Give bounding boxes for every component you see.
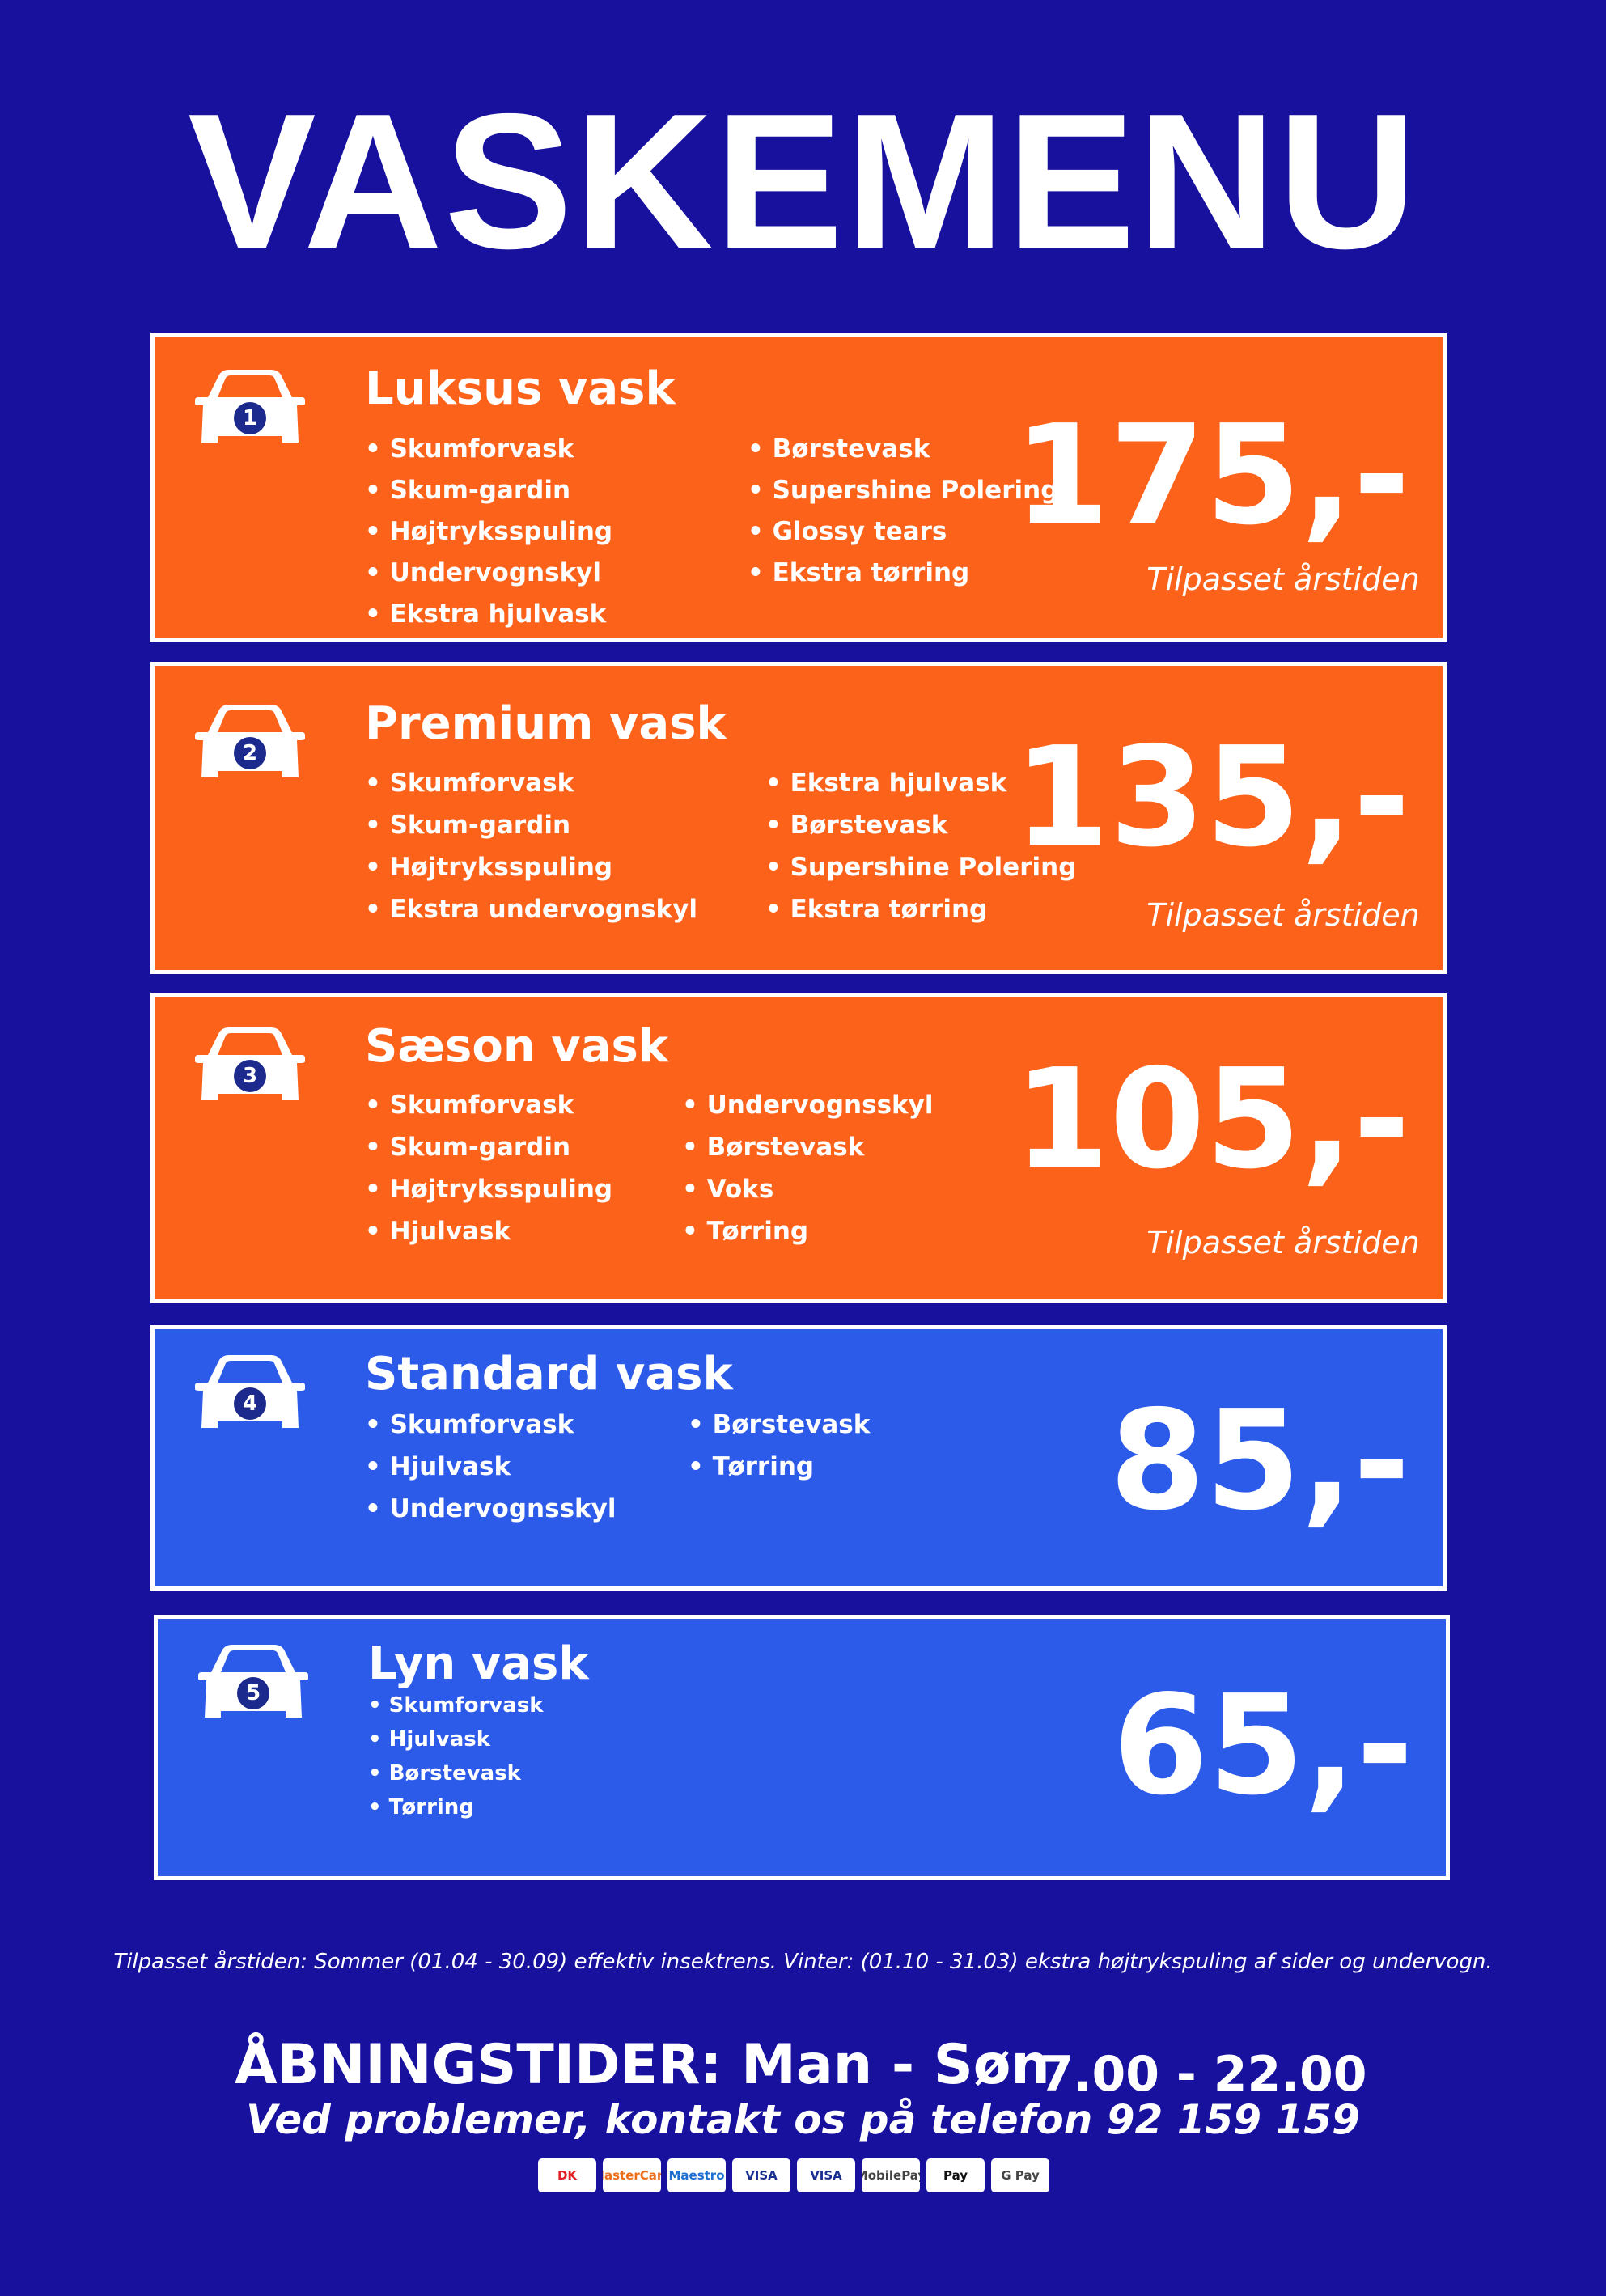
payment-logo: Pay	[926, 2158, 985, 2192]
feature: • Skumforvask	[365, 769, 574, 798]
feature: • Børstevask	[748, 434, 930, 464]
contact: Ved problemer, kontakt os på telefon 92 …	[246, 2096, 1360, 2143]
feature: • Skum-gardin	[365, 811, 571, 840]
price: 65,-	[1112, 1666, 1413, 1826]
car-icon: 5	[198, 1645, 308, 1718]
wash-number: 2	[243, 741, 257, 765]
price: 105,-	[1014, 1040, 1410, 1200]
feature: • Ekstra hjulvask	[765, 769, 1007, 798]
payment-name: DK	[557, 2168, 578, 2183]
feature: • Ekstra tørring	[748, 558, 970, 587]
wash-card: 4 Standard vask • Skumforvask • Hjulvask • U…	[150, 1325, 1447, 1591]
feature: • Skumforvask	[365, 1091, 574, 1120]
feature: • Tørring	[682, 1217, 809, 1246]
feature: • Undervognsskyl	[682, 1091, 934, 1120]
payment-name: VISA	[745, 2168, 778, 2183]
title: VASKEMENU	[187, 74, 1419, 289]
wash-card: 5 Lyn vask • Skumforvask • Hjulvask • Børste…	[154, 1615, 1450, 1880]
feature: • Hjulvask	[365, 1217, 511, 1246]
car-icon: 3	[195, 1027, 305, 1100]
payment-methods: DK MasterCard Maestro VISA VISA MobilePay Pay G…	[538, 2158, 1049, 2192]
price: 85,-	[1109, 1381, 1410, 1541]
wash-card: 1 Luksus vask • Skumforvask • Skum-gardin • …	[150, 333, 1447, 642]
car-icon: 1	[195, 370, 305, 443]
number-circle	[234, 737, 266, 769]
car-window	[218, 375, 282, 397]
wash-name: Lyn vask	[368, 1637, 589, 1690]
feature: • Højtryksspuling	[365, 517, 613, 546]
car-icon: 4	[195, 1355, 305, 1428]
payment-name: G Pay	[1001, 2168, 1040, 2183]
wash-card: 3 Sæson vask • Skumforvask • Skum-gardin • H…	[150, 993, 1447, 1303]
feature: • Skumforvask	[365, 434, 574, 464]
price: 175,-	[1014, 396, 1410, 556]
payment-name: Maestro	[668, 2168, 725, 2183]
payment-logo: MasterCard	[603, 2158, 661, 2192]
payment-name: VISA	[810, 2168, 842, 2183]
payment-logo: G Pay	[991, 2158, 1049, 2192]
wash-number: 3	[243, 1064, 257, 1088]
feature: • Skum-gardin	[365, 476, 571, 505]
payment-name: MasterCard	[603, 2168, 661, 2183]
payment-logo: VISA	[797, 2158, 855, 2192]
payment-logo: DK	[538, 2158, 596, 2192]
car-window	[218, 1361, 282, 1383]
feature: • Tørring	[688, 1452, 815, 1481]
feature: • Skumforvask	[365, 1410, 574, 1439]
feature: • Ekstra hjulvask	[365, 599, 607, 629]
season-note: Tilpasset årstiden: Sommer (01.04 - 30.0…	[113, 1950, 1493, 1974]
feature: • Hjulvask	[365, 1452, 511, 1481]
feature: • Børstevask	[688, 1410, 871, 1439]
feature: • Undervognsskyl	[365, 1494, 617, 1523]
wash-number: 1	[243, 406, 257, 430]
feature: • Hjulvask	[368, 1727, 491, 1752]
wash-number: 5	[246, 1681, 261, 1705]
car-icon: 2	[195, 705, 305, 777]
feature: • Supershine Polering	[765, 853, 1077, 882]
wash-name: Standard vask	[365, 1348, 733, 1400]
feature: • Skum-gardin	[365, 1133, 571, 1162]
feature: • Glossy tears	[748, 517, 947, 546]
feature: • Højtryksspuling	[365, 1175, 613, 1204]
price-note: Tilpasset årstiden	[1146, 1225, 1420, 1260]
price-note: Tilpasset årstiden	[1146, 897, 1420, 933]
feature: • Voks	[682, 1175, 774, 1204]
payment-name: MobilePay	[862, 2168, 920, 2183]
car-window	[218, 1033, 282, 1055]
wash-name: Luksus vask	[365, 362, 676, 415]
feature: • Skumforvask	[368, 1693, 544, 1718]
wash-name: Sæson vask	[365, 1020, 669, 1073]
payment-name: Pay	[943, 2168, 968, 2183]
feature: • Ekstra tørring	[765, 895, 988, 924]
feature: • Tørring	[368, 1795, 474, 1819]
car-window	[221, 1650, 286, 1672]
payment-logo: VISA	[732, 2158, 790, 2192]
price: 135,-	[1014, 718, 1410, 878]
feature: • Børstevask	[682, 1133, 865, 1162]
opening-label: ÅBNINGSTIDER: Man - Søn	[235, 2033, 1050, 2097]
payment-logo: Maestro	[667, 2158, 726, 2192]
price-note: Tilpasset årstiden	[1146, 561, 1420, 597]
opening-hours: 7.00 - 22.00	[1040, 2046, 1367, 2103]
number-circle	[234, 1060, 266, 1092]
payment-logo: MobilePay	[862, 2158, 920, 2192]
feature: • Børstevask	[368, 1761, 521, 1786]
number-circle	[237, 1677, 269, 1709]
number-circle	[234, 402, 266, 434]
car-window	[218, 710, 282, 732]
feature: • Børstevask	[765, 811, 948, 840]
feature: • Højtryksspuling	[365, 853, 613, 882]
number-circle	[234, 1387, 266, 1420]
feature: • Undervognskyl	[365, 558, 602, 587]
wash-number: 4	[243, 1392, 257, 1416]
wash-name: Premium vask	[365, 697, 727, 750]
feature: • Supershine Polering	[748, 476, 1059, 505]
wash-card: 2 Premium vask • Skumforvask • Skum-gardin •…	[150, 662, 1447, 974]
feature: • Ekstra undervognskyl	[365, 895, 697, 924]
